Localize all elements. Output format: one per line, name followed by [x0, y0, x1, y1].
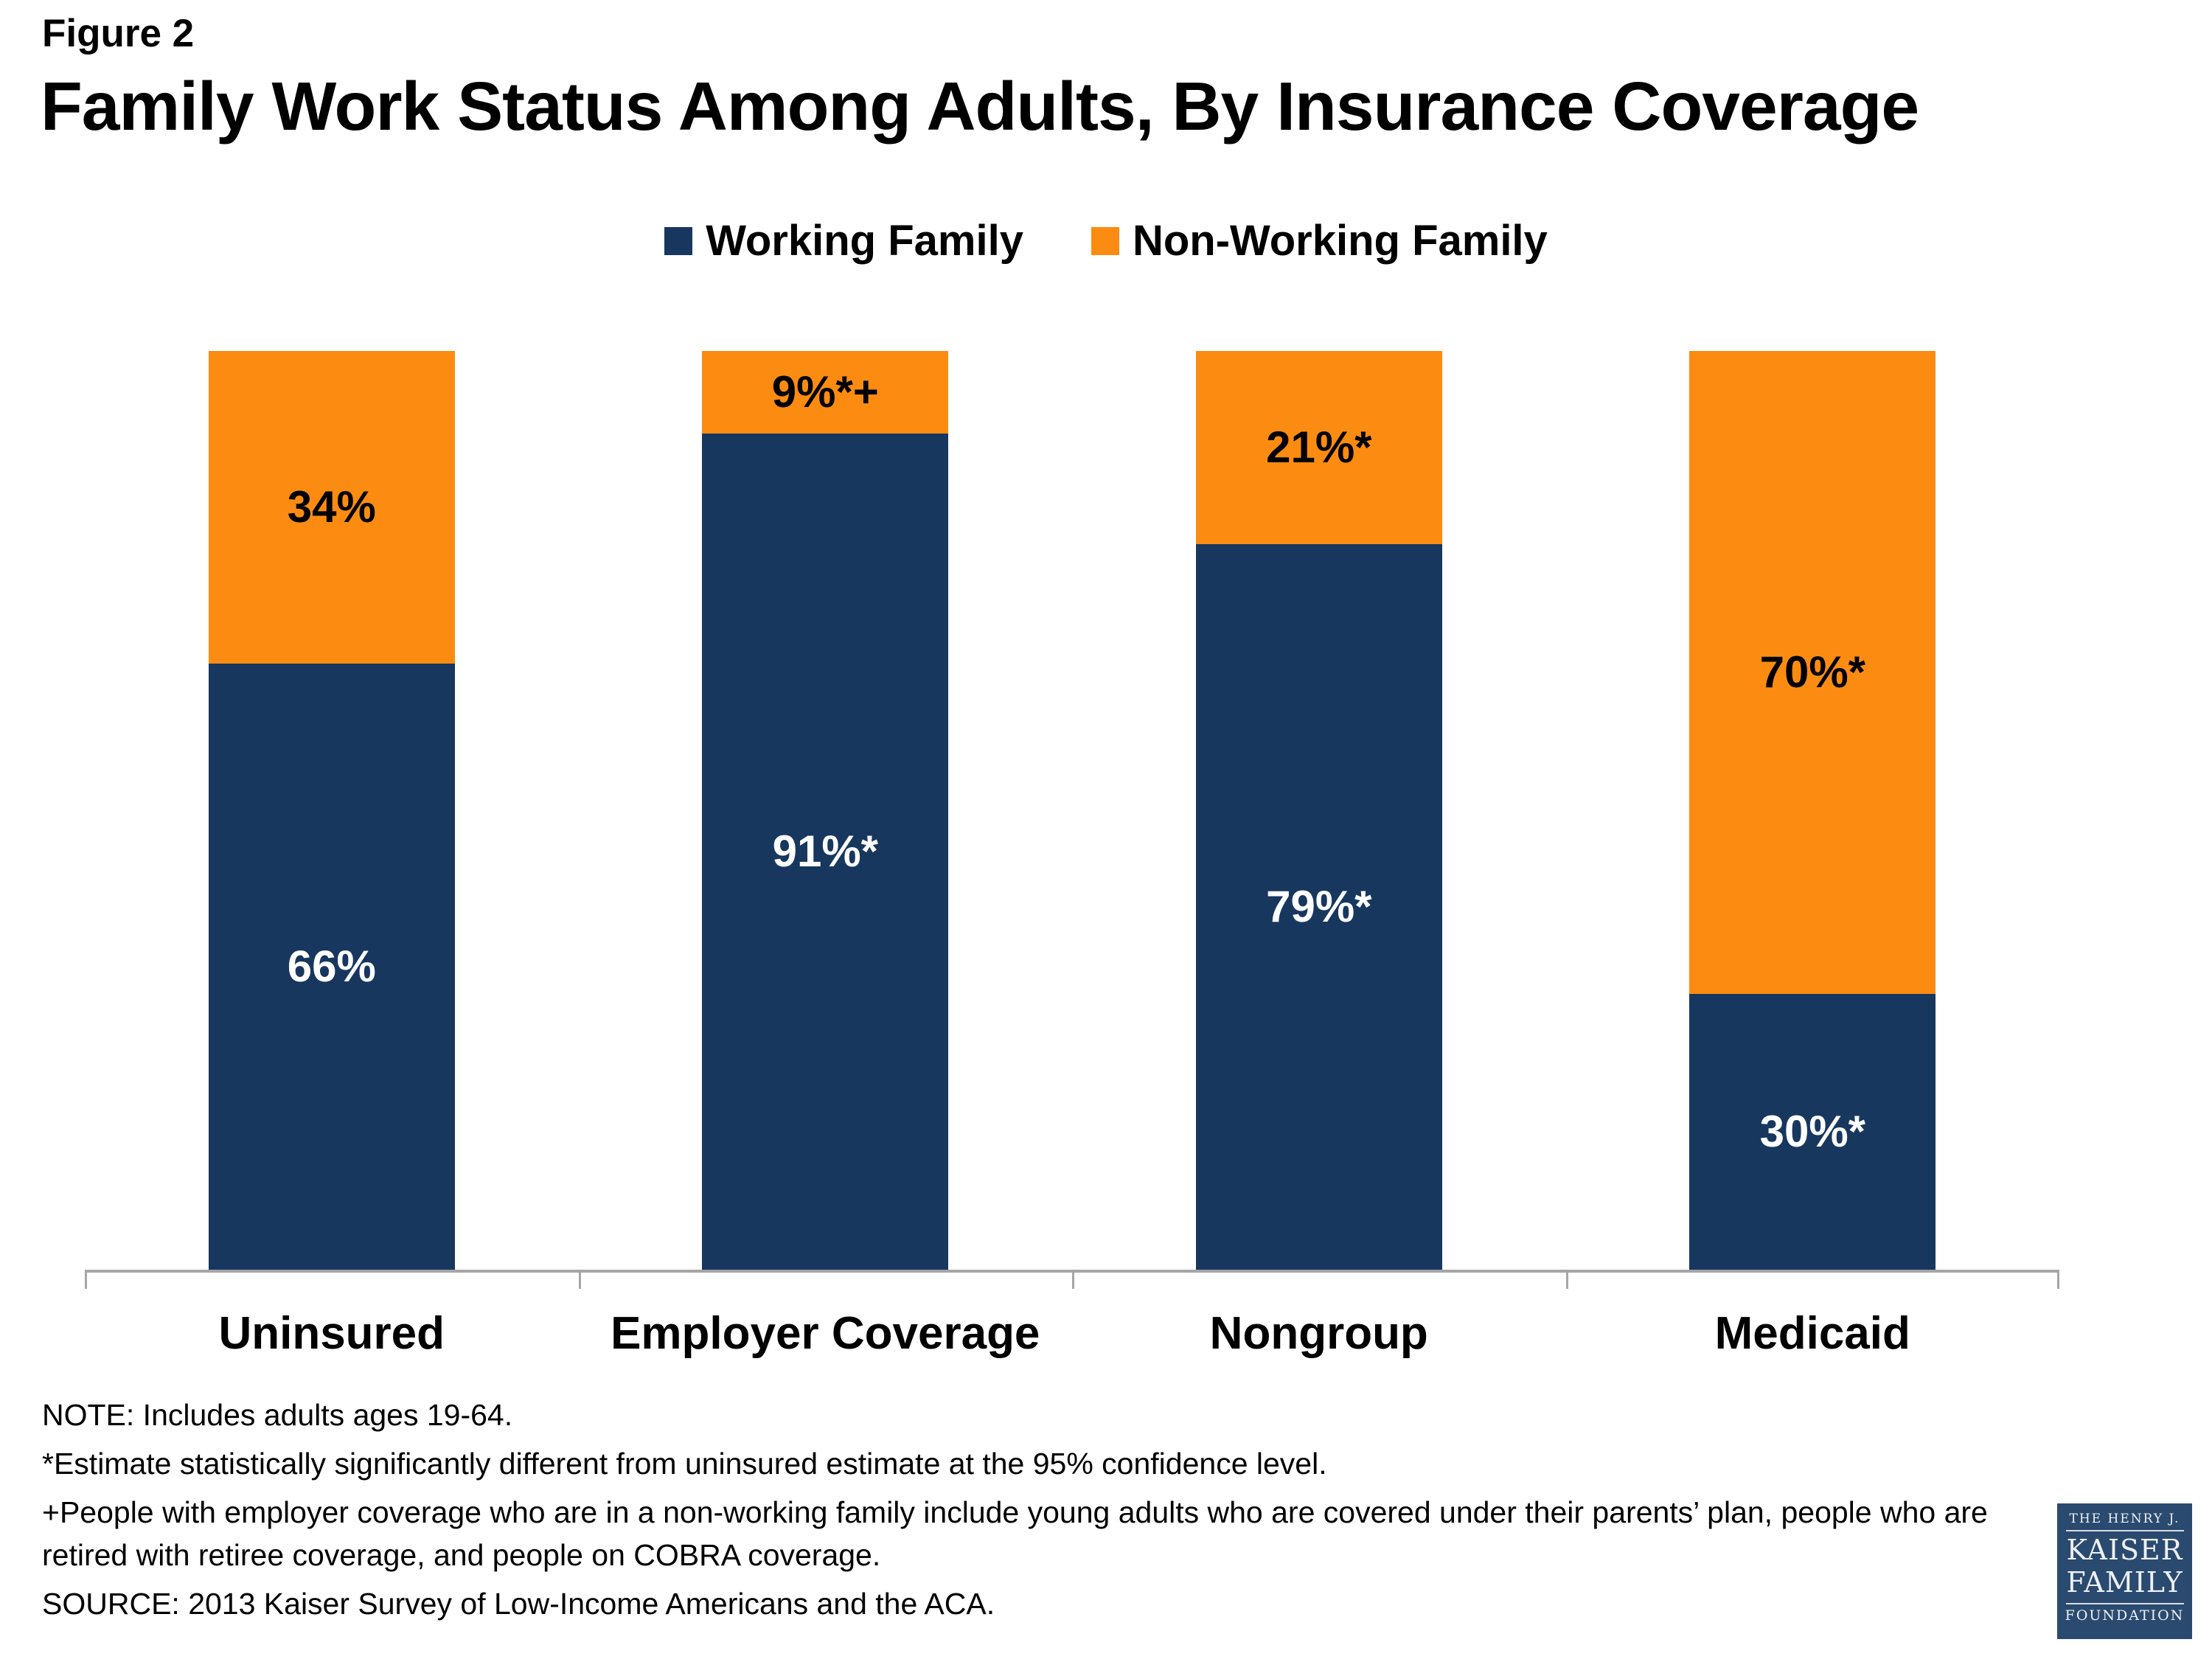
- axis-category-label-employer-coverage: Employer Coverage: [611, 1308, 1040, 1359]
- axis-category-label-nongroup: Nongroup: [1209, 1308, 1428, 1359]
- kff-logo-line-kaiser: KAISER: [2066, 1534, 2183, 1567]
- bar-value-label: 79%*: [1266, 882, 1372, 931]
- bar-medicaid-non-working-family: 70%*: [1689, 351, 1936, 994]
- note-line: SOURCE: 2013 Kaiser Survey of Low-Income…: [42, 1587, 995, 1621]
- figure-label: Figure 2: [42, 12, 195, 55]
- bar-value-label: 91%*: [772, 827, 879, 876]
- bar-employer-coverage-non-working-family: 9%*+: [702, 351, 949, 434]
- kff-logo: THE HENRY J. KAISER FAMILY FOUNDATION: [2057, 1503, 2192, 1639]
- legend-label-non-working-family: Non-Working Family: [1132, 217, 1548, 265]
- legend-item-non-working-family: Non-Working Family: [1091, 220, 1548, 262]
- bar-nongroup-non-working-family: 21%*: [1195, 351, 1442, 544]
- bar-employer-coverage-working-family: 91%*: [702, 434, 949, 1270]
- plot-area: 66% 34% Uninsured 91%* 9%*+ Employer Coverage…: [85, 351, 2059, 1357]
- axis-tick: [1072, 1271, 1074, 1289]
- kff-logo-line-henry: THE HENRY J.: [2069, 1512, 2180, 1526]
- kff-logo-rule: [2065, 1602, 2184, 1604]
- axis-category-label-uninsured: Uninsured: [218, 1308, 445, 1359]
- kff-logo-line-family: FAMILY: [2066, 1566, 2183, 1599]
- note-line: +People with employer coverage who are i…: [42, 1495, 1988, 1572]
- note-line: NOTE: Includes adults ages 19-64.: [42, 1398, 513, 1432]
- kff-logo-rule: [2065, 1530, 2184, 1532]
- axis-tick: [85, 1271, 87, 1289]
- bar-value-label: 34%: [287, 482, 376, 532]
- legend-label-working-family: Working Family: [706, 217, 1023, 265]
- bar-medicaid-working-family: 30%*: [1689, 994, 1936, 1270]
- page-title: Family Work Status Among Adults, By Insu…: [41, 68, 1919, 145]
- legend-swatch-working-family: [664, 227, 693, 255]
- legend-item-working-family: Working Family: [664, 220, 1023, 262]
- legend: Working Family Non-Working Family: [0, 220, 2212, 262]
- note-line: *Estimate statistically significantly di…: [42, 1447, 1327, 1481]
- axis-category-label-medicaid: Medicaid: [1714, 1308, 1910, 1359]
- bar-nongroup-working-family: 79%*: [1195, 544, 1442, 1270]
- bar-value-label: 9%*+: [771, 367, 879, 417]
- bar-uninsured-non-working-family: 34%: [208, 351, 455, 664]
- legend-swatch-non-working-family: [1091, 227, 1119, 255]
- bar-value-label: 21%*: [1266, 422, 1372, 472]
- bar-value-label: 70%*: [1759, 647, 1866, 697]
- axis-tick: [2057, 1271, 2059, 1289]
- notes: NOTE: Includes adults ages 19-64. *Estim…: [42, 1394, 1989, 1631]
- bar-value-label: 30%*: [1759, 1107, 1866, 1156]
- axis-tick: [578, 1271, 581, 1289]
- bar-uninsured-working-family: 66%: [208, 664, 455, 1270]
- kff-logo-line-foundation: FOUNDATION: [2065, 1607, 2185, 1624]
- axis-tick: [1565, 1271, 1568, 1289]
- bar-value-label: 66%: [287, 942, 376, 991]
